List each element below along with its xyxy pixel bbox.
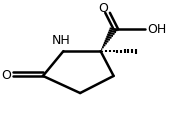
Text: O: O (99, 2, 108, 15)
Text: NH: NH (52, 34, 71, 47)
Text: OH: OH (148, 23, 167, 36)
Text: O: O (1, 69, 11, 82)
